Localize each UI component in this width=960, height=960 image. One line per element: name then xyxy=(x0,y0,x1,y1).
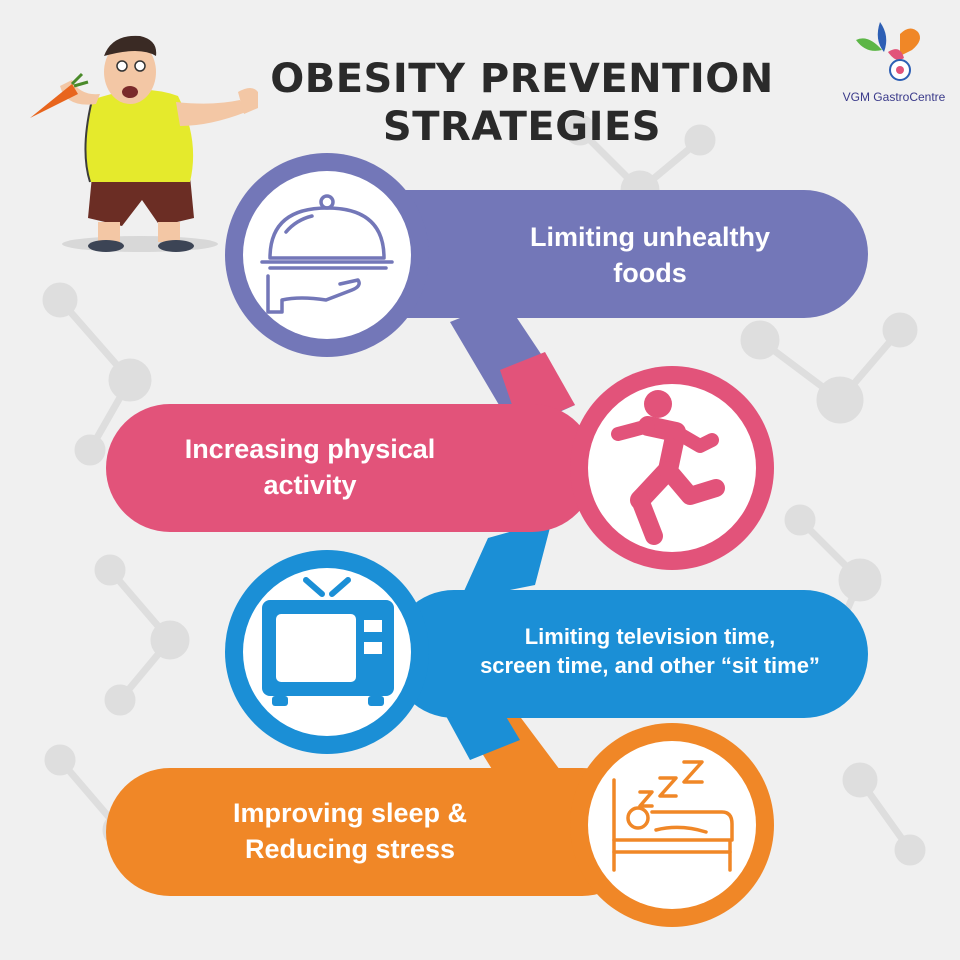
strategy-item-foods: Limiting unhealthy foods xyxy=(440,220,860,291)
strategy-label-line-1: Limiting television time, xyxy=(524,624,776,649)
food-tray-icon xyxy=(260,194,394,314)
strategy-label-line-2: Reducing stress xyxy=(244,833,456,864)
page-title-line-2: STRATEGIES xyxy=(382,104,662,150)
circle-1 xyxy=(225,153,429,357)
strategy-label-line-2: foods xyxy=(613,257,687,288)
pill-4 xyxy=(106,768,646,896)
pill-2 xyxy=(106,404,596,532)
strategy-label-line-2: screen time, and other “sit time” xyxy=(480,653,820,679)
cartoon-man-illustration xyxy=(30,35,258,252)
page-title-line-1: OBESITY PREVENTION xyxy=(270,56,774,102)
pill-3 xyxy=(390,590,868,718)
strategy-item-screen-time: Limiting television time, screen time, a… xyxy=(440,622,860,680)
strategy-label-line-2: activity xyxy=(263,469,357,500)
running-person-icon xyxy=(611,390,725,545)
circle-4 xyxy=(570,723,774,927)
television-icon xyxy=(262,577,394,706)
strategy-label-line-1: Increasing physical xyxy=(184,434,436,464)
sleeping-bed-icon xyxy=(612,760,734,872)
strategy-label-line-1: Limiting unhealthy xyxy=(530,222,770,252)
connector-2 xyxy=(460,520,552,600)
brand-logo-icon xyxy=(856,22,920,81)
pill-1 xyxy=(330,190,868,318)
strategy-item-sleep: Improving sleep & Reducing stress xyxy=(140,796,560,867)
strategy-item-activity: Increasing physical activity xyxy=(120,432,500,503)
strategy-label-line-1: Improving sleep & xyxy=(232,798,468,828)
brand-name: VGM GastroCentre xyxy=(842,90,946,104)
